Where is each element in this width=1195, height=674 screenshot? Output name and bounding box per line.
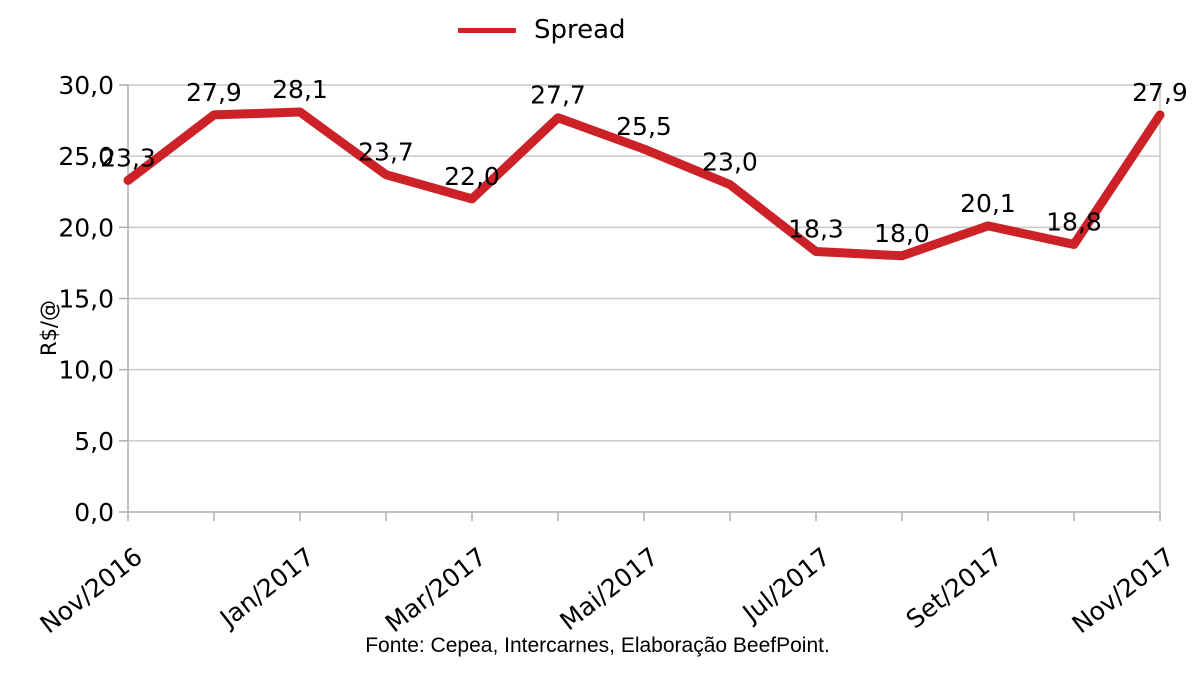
data-point-label: 27,9 <box>1132 78 1188 107</box>
source-note: Fonte: Cepea, Intercarnes, Elaboração Be… <box>365 634 830 657</box>
x-axis-label: Mar/2017 <box>380 542 492 638</box>
y-tick-label: 15,0 <box>58 285 114 314</box>
data-point-label: 25,5 <box>616 112 672 141</box>
legend-line-swatch <box>458 27 516 33</box>
data-point-label: 23,0 <box>702 148 758 177</box>
y-tick-label: 5,0 <box>74 427 114 456</box>
y-tick-label: 10,0 <box>58 356 114 385</box>
legend-series-label: Spread <box>534 15 626 45</box>
data-point-label: 28,1 <box>272 75 328 104</box>
series-line-spread <box>123 107 1165 261</box>
data-point-label: 20,1 <box>960 189 1016 218</box>
x-axis-label: Jan/2017 <box>213 542 320 634</box>
data-point-label: 27,7 <box>530 81 586 110</box>
x-axis-label: Mai/2017 <box>555 542 664 636</box>
x-axis-label: Nov/2016 <box>35 542 148 639</box>
y-tick-label: 30,0 <box>58 71 114 100</box>
data-point-label: 18,3 <box>788 215 844 244</box>
data-point-label: 23,7 <box>358 138 414 167</box>
x-axis-label: Jul/2017 <box>736 542 836 629</box>
data-point-label: 23,3 <box>100 143 156 172</box>
x-axis-label: Nov/2017 <box>1067 542 1180 639</box>
data-point-label: 18,0 <box>874 219 930 248</box>
data-point-label: 27,9 <box>186 78 242 107</box>
legend: Spread <box>458 16 626 45</box>
y-tick-label: 20,0 <box>58 213 114 242</box>
x-axis-label: Set/2017 <box>901 542 1008 634</box>
data-point-label: 18,8 <box>1046 207 1102 236</box>
y-tick-label: 0,0 <box>74 498 114 527</box>
data-point-label: 22,0 <box>444 162 500 191</box>
y-tick-label: 25,0 <box>58 142 114 171</box>
